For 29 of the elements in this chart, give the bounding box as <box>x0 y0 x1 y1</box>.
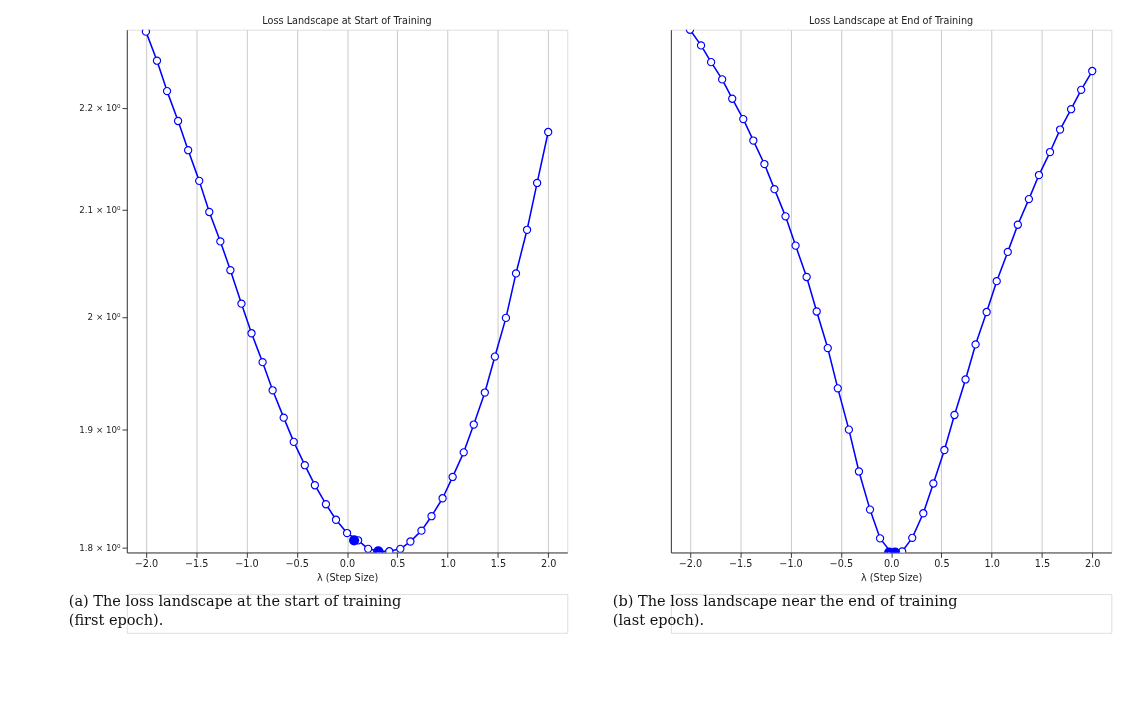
y-tick-label: 1.8 × 10⁰ <box>79 543 122 553</box>
x-tick-label: 0.0 <box>339 558 356 570</box>
text: (b) The loss landscape near the end of training (last epoch). <box>612 592 958 629</box>
x-tick-label: 2.0 <box>540 558 557 570</box>
x-tick-label: −2.0 <box>134 558 159 570</box>
y-tick-label: 2.2 × 10⁰ <box>79 103 122 114</box>
y-tick-label: 2.1 × 10⁰ <box>79 205 122 216</box>
chart-title: Loss Landscape at End of Training <box>809 14 974 26</box>
chart-title: Loss Landscape at Start of Training <box>262 14 432 26</box>
x-tick-label: 0.5 <box>934 558 950 570</box>
x-tick-label: 1.5 <box>490 558 507 570</box>
x-tick-label: 1.0 <box>440 558 456 570</box>
text: (a) The loss landscape at the start of training (first epoch). <box>68 592 402 629</box>
x-tick-label: −0.5 <box>285 558 310 570</box>
x-tick-label: −1.5 <box>184 558 209 570</box>
y-tick-label: 2 × 10⁰ <box>87 312 122 323</box>
x-tick-label: −1.0 <box>779 558 803 570</box>
x-tick-label: −1.0 <box>235 558 259 570</box>
x-tick-label: 1.0 <box>984 558 1000 570</box>
x-tick-label: 1.5 <box>1034 558 1051 570</box>
x-tick-label: 0.0 <box>883 558 900 570</box>
x-tick-label: −1.5 <box>729 558 753 570</box>
x-tick-label: −0.5 <box>829 558 854 570</box>
y-tick-label: 1.9 × 10⁰ <box>79 424 122 435</box>
x-axis-title: λ (Step Size) <box>316 572 379 584</box>
x-tick-label: 0.5 <box>390 558 406 570</box>
x-tick-label: −2.0 <box>678 558 703 570</box>
x-axis-title: λ (Step Size) <box>860 572 923 584</box>
x-tick-label: 2.0 <box>1085 558 1101 570</box>
